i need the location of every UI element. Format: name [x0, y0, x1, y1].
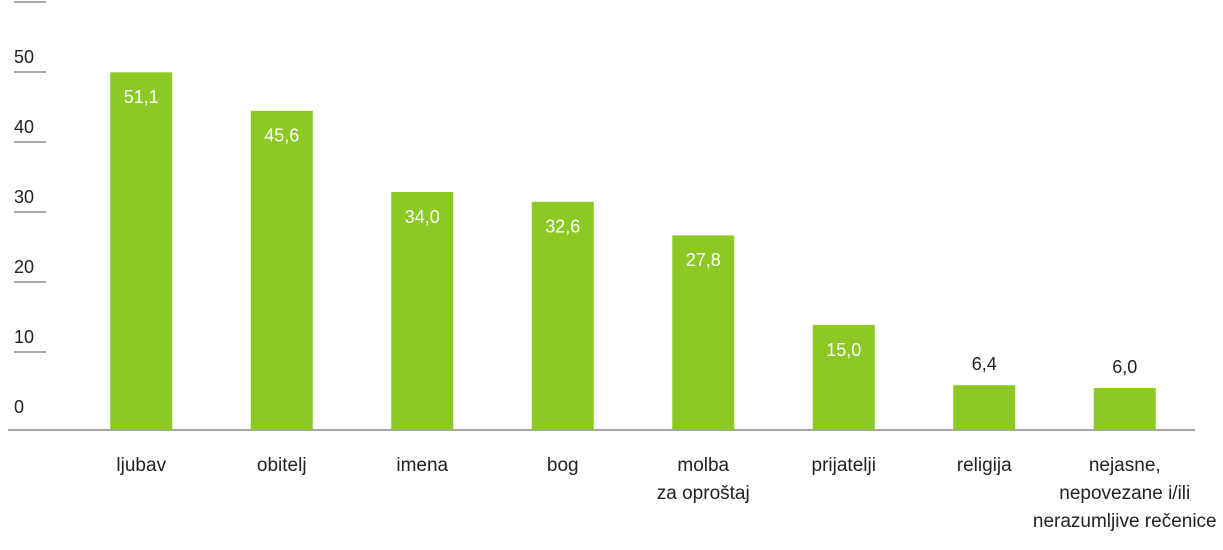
- y-tick-label: 30: [14, 187, 34, 207]
- value-label: 6,0: [1112, 357, 1137, 377]
- bar: [250, 110, 313, 431]
- value-label: 51,1: [124, 87, 159, 107]
- value-label: 6,4: [972, 354, 997, 374]
- y-tick-label: 20: [14, 257, 34, 277]
- value-label: 32,6: [545, 217, 580, 237]
- y-tick-label: 10: [14, 327, 34, 347]
- y-tick-label: 40: [14, 117, 34, 137]
- y-tick-label: 0: [14, 397, 24, 417]
- x-tick-label: nejasne, nepovezane i/ili nerazumljive r…: [1032, 455, 1217, 532]
- bar: [110, 72, 173, 431]
- x-tick-label: ljubav: [116, 455, 167, 476]
- value-label: 45,6: [264, 126, 299, 146]
- y-tick-label: 50: [14, 47, 34, 67]
- bar: [391, 192, 454, 430]
- x-tick-label: prijatelji: [811, 455, 876, 476]
- value-label: 34,0: [405, 207, 440, 227]
- x-tick-label: bog: [546, 455, 579, 476]
- x-tick-label: obitelj: [256, 455, 307, 476]
- bar: [812, 325, 875, 430]
- bar: [672, 235, 735, 430]
- x-tick-label: religija: [956, 455, 1012, 476]
- value-label: 27,8: [686, 250, 721, 270]
- bar: [953, 385, 1016, 430]
- x-tick-label: molba za oproštaj: [656, 455, 750, 504]
- value-label: 15,0: [826, 340, 861, 360]
- x-tick-label: imena: [396, 455, 449, 476]
- bar: [531, 201, 594, 430]
- bar: [1093, 388, 1156, 430]
